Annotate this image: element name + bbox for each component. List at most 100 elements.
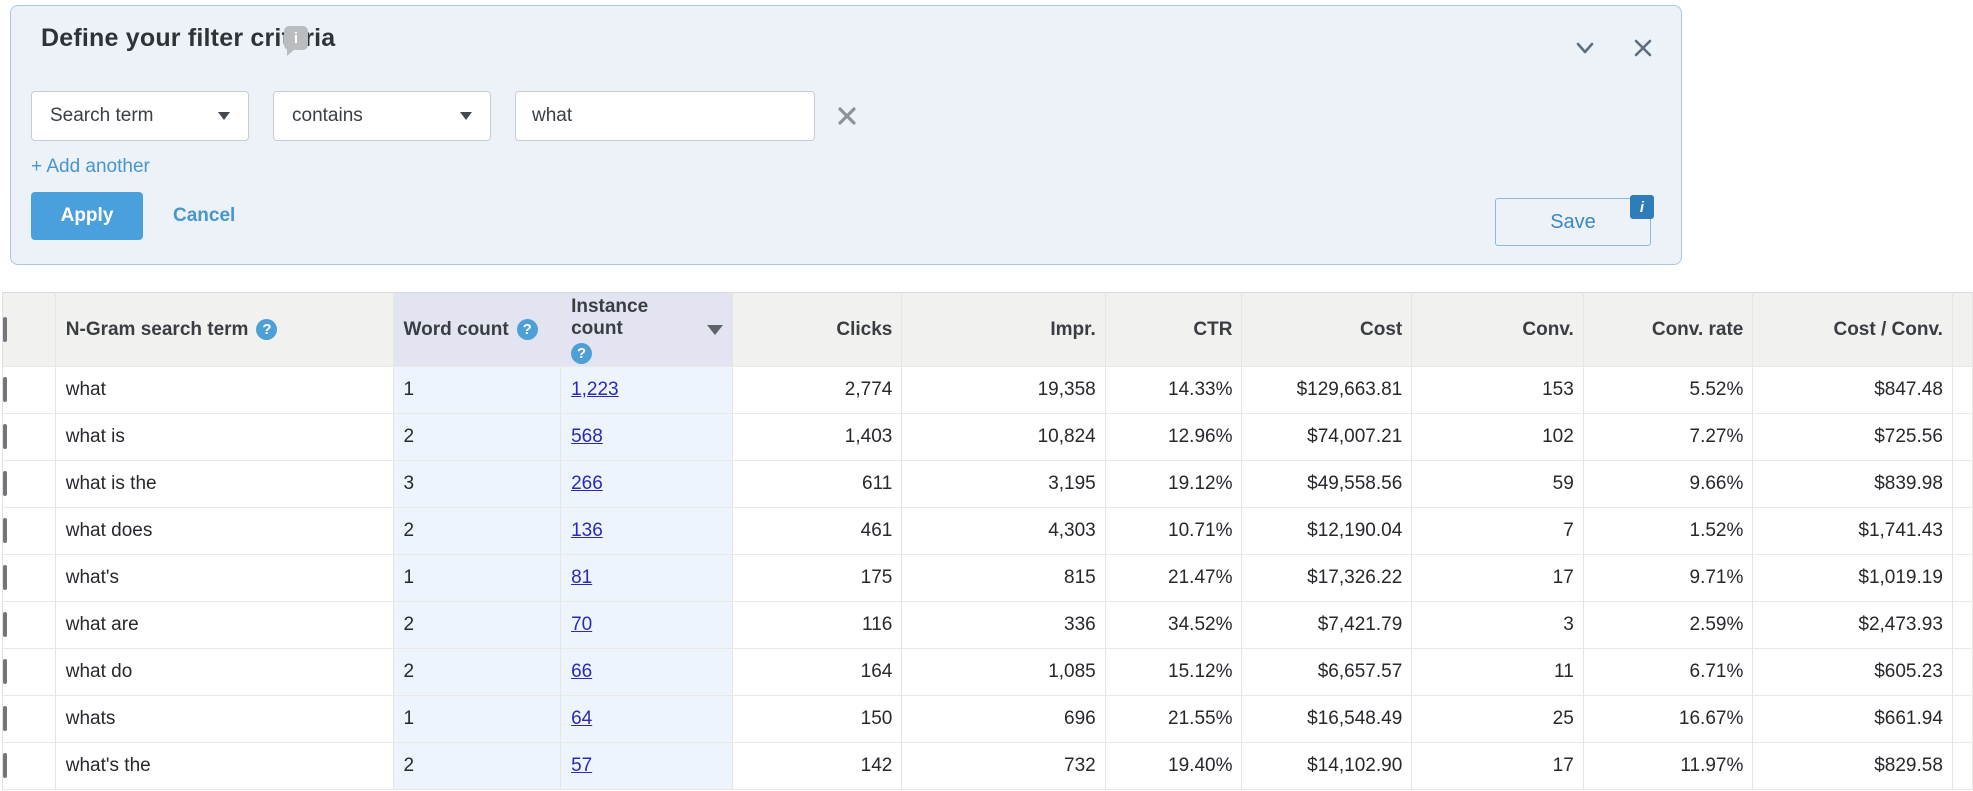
cell-impr: 815 <box>901 554 1106 602</box>
cell-term: what does <box>55 507 394 555</box>
cell-impr: 732 <box>901 742 1106 790</box>
instance-count-link[interactable]: 1,223 <box>571 379 619 400</box>
operator-select[interactable]: contains <box>273 91 491 141</box>
instance-count-link[interactable]: 57 <box>571 755 593 776</box>
header-label-wrap: Instance count? <box>571 296 723 364</box>
instance-count-link[interactable]: 136 <box>571 520 603 541</box>
cell-select <box>2 742 56 790</box>
cell-ctr: 21.47% <box>1105 554 1243 602</box>
add-another-link[interactable]: + Add another <box>31 156 150 177</box>
instance-count-link[interactable]: 568 <box>571 426 603 447</box>
cell-instance_count: 81 <box>560 554 733 602</box>
apply-button[interactable]: Apply <box>31 192 143 240</box>
cell-cost: $14,102.90 <box>1241 742 1413 790</box>
cell-instance_count: 136 <box>560 507 733 555</box>
cell-cost: $17,326.22 <box>1241 554 1413 602</box>
column-header-impr[interactable]: Impr. <box>901 292 1106 367</box>
cell-word_count: 2 <box>393 742 562 790</box>
column-header-instance_count[interactable]: Instance count? <box>560 292 733 367</box>
filter-controls: Search term contains <box>31 91 859 141</box>
row-checkbox[interactable] <box>3 377 7 402</box>
row-checkbox[interactable] <box>3 612 7 637</box>
sort-desc-icon[interactable] <box>706 324 723 335</box>
column-header-ctr[interactable]: CTR <box>1105 292 1243 367</box>
column-header-label: Cost <box>1360 318 1403 340</box>
cell-clicks: 175 <box>732 554 903 602</box>
cell-ctr: 12.96% <box>1105 413 1243 461</box>
cell-word_count: 1 <box>393 366 562 414</box>
row-checkbox[interactable] <box>3 753 7 778</box>
column-header-word_count[interactable]: Word count? <box>393 292 562 367</box>
filter-value-input[interactable] <box>515 91 815 141</box>
collapse-chevron-icon[interactable] <box>1571 34 1599 62</box>
cell-term: what <box>55 366 394 414</box>
column-header-label: Word count <box>403 318 509 340</box>
close-icon[interactable] <box>1629 34 1657 62</box>
cell-conv: 7 <box>1411 507 1584 555</box>
cell-spacer <box>1952 507 1973 555</box>
column-header-term[interactable]: N-Gram search term? <box>55 292 394 367</box>
column-header-conv[interactable]: Conv. <box>1411 292 1584 367</box>
cell-clicks: 1,403 <box>732 413 903 461</box>
save-info-icon[interactable]: i <box>1630 195 1654 219</box>
row-checkbox[interactable] <box>3 565 7 590</box>
operator-select-value: contains <box>292 105 363 126</box>
instance-count-link[interactable]: 66 <box>571 661 593 682</box>
row-checkbox[interactable] <box>3 518 7 543</box>
instance-count-link[interactable]: 70 <box>571 614 593 635</box>
cell-ctr: 10.71% <box>1105 507 1243 555</box>
cell-instance_count: 568 <box>560 413 733 461</box>
cell-conv_rate: 9.66% <box>1583 460 1754 508</box>
table-row: what is the 3 266 611 3,195 19.12% $49,558.56 5… <box>2 460 1973 508</box>
row-checkbox[interactable] <box>3 424 7 449</box>
cell-clicks: 164 <box>732 648 903 696</box>
table-row: what is 2 568 1,403 10,824 12.96% $74,007.21 10… <box>2 413 1973 461</box>
cell-clicks: 150 <box>732 695 903 743</box>
cell-ctr: 19.12% <box>1105 460 1243 508</box>
select-all-checkbox[interactable] <box>3 316 7 342</box>
cell-clicks: 142 <box>732 742 903 790</box>
instance-count-link[interactable]: 266 <box>571 473 603 494</box>
cell-instance_count: 64 <box>560 695 733 743</box>
row-checkbox[interactable] <box>3 471 7 496</box>
clear-filter-icon[interactable] <box>835 104 859 128</box>
column-header-clicks[interactable]: Clicks <box>732 292 903 367</box>
help-icon[interactable]: ? <box>256 318 278 340</box>
table-row: what does 2 136 461 4,303 10.71% $12,190.04 7 1.… <box>2 507 1973 555</box>
cell-word_count: 1 <box>393 554 562 602</box>
column-header-label: N-Gram search term <box>65 318 249 340</box>
filter-criteria-panel: Define your filter criteria i Search ter… <box>10 5 1682 265</box>
cell-impr: 3,195 <box>901 460 1106 508</box>
header-row: N-Gram search term? Word count? Instance c… <box>2 292 1973 367</box>
title-info-icon[interactable]: i <box>284 26 308 56</box>
field-select[interactable]: Search term <box>31 91 249 141</box>
column-header-conv_rate[interactable]: Conv. rate <box>1583 292 1754 367</box>
cell-conv: 59 <box>1411 460 1584 508</box>
row-checkbox[interactable] <box>3 706 7 731</box>
help-icon[interactable]: ? <box>516 318 538 340</box>
column-header-cost_per_conv[interactable]: Cost / Conv. <box>1752 292 1953 367</box>
cell-impr: 336 <box>901 601 1106 649</box>
cell-conv_rate: 9.71% <box>1583 554 1754 602</box>
cell-spacer <box>1952 648 1973 696</box>
help-icon[interactable]: ? <box>571 342 593 364</box>
cell-instance_count: 70 <box>560 601 733 649</box>
cell-cost: $6,657.57 <box>1241 648 1413 696</box>
cancel-button[interactable]: Cancel <box>173 205 236 226</box>
column-header-cost[interactable]: Cost <box>1241 292 1413 367</box>
cell-cost: $12,190.04 <box>1241 507 1413 555</box>
column-header-select[interactable] <box>2 292 56 367</box>
cell-cost_per_conv: $2,473.93 <box>1752 601 1953 649</box>
cell-cost_per_conv: $1,741.43 <box>1752 507 1953 555</box>
cell-term: what is the <box>55 460 394 508</box>
row-checkbox[interactable] <box>3 659 7 684</box>
cell-clicks: 461 <box>732 507 903 555</box>
column-header-label: Impr. <box>1050 318 1096 340</box>
instance-count-link[interactable]: 81 <box>571 567 593 588</box>
instance-count-link[interactable]: 64 <box>571 708 593 729</box>
cell-instance_count: 266 <box>560 460 733 508</box>
save-button[interactable]: Save <box>1495 198 1651 246</box>
cell-clicks: 116 <box>732 601 903 649</box>
cell-term: what's <box>55 554 394 602</box>
cell-spacer <box>1952 460 1973 508</box>
